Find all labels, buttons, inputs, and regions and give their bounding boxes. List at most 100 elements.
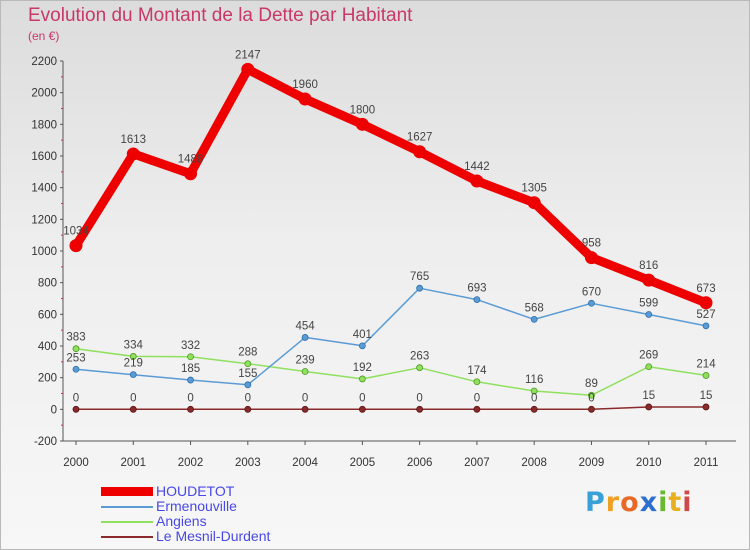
data-label-angiens: 192 bbox=[353, 362, 372, 374]
point-ermenouville bbox=[72, 365, 80, 373]
point-le-mesnil-durdent bbox=[187, 405, 194, 413]
data-label-houdetot: 673 bbox=[696, 283, 715, 295]
data-label-le-mesnil-durdent: 15 bbox=[642, 390, 655, 402]
x-tick-label: 2005 bbox=[350, 457, 376, 469]
logo-letter: t bbox=[668, 487, 683, 518]
data-label-houdetot: 1960 bbox=[292, 79, 318, 91]
data-label-angiens: 383 bbox=[66, 332, 85, 344]
data-label-le-mesnil-durdent: 0 bbox=[302, 392, 308, 404]
chart-subtitle: (en €) bbox=[28, 29, 60, 43]
data-label-le-mesnil-durdent: 0 bbox=[531, 392, 537, 404]
data-label-houdetot: 2147 bbox=[235, 49, 261, 61]
y-tick-label: 800 bbox=[38, 278, 57, 290]
data-label-le-mesnil-durdent: 0 bbox=[474, 392, 480, 404]
y-tick-label: 2200 bbox=[31, 56, 57, 68]
point-houdetot bbox=[298, 92, 312, 106]
point-houdetot bbox=[355, 117, 369, 131]
legend-item-le-mesnil-durdent: Le Mesnil-Durdent bbox=[101, 528, 361, 544]
point-le-mesnil-durdent bbox=[358, 405, 366, 413]
y-tick-label: 200 bbox=[38, 373, 57, 385]
proxiti-logo: Proxiti bbox=[585, 487, 693, 518]
data-label-ermenouville: 219 bbox=[124, 358, 143, 370]
series-layer bbox=[69, 62, 713, 413]
data-label-le-mesnil-durdent: 0 bbox=[588, 392, 594, 404]
data-label-le-mesnil-durdent: 0 bbox=[245, 392, 251, 404]
point-houdetot bbox=[69, 239, 83, 253]
point-houdetot bbox=[413, 145, 427, 159]
point-ermenouville bbox=[129, 371, 137, 379]
point-ermenouville bbox=[530, 315, 538, 323]
data-label-angiens: 334 bbox=[124, 339, 144, 351]
point-le-mesnil-durdent bbox=[416, 405, 424, 413]
data-label-houdetot: 816 bbox=[639, 260, 658, 272]
x-tick-label: 2007 bbox=[464, 457, 490, 469]
y-tick-label: -200 bbox=[34, 436, 57, 448]
data-label-ermenouville: 693 bbox=[467, 283, 486, 295]
logo-letter: i bbox=[682, 487, 693, 518]
point-ermenouville bbox=[702, 322, 710, 330]
y-tick-label: 400 bbox=[38, 341, 57, 353]
y-tick-label: 600 bbox=[38, 309, 57, 321]
x-tick-label: 2000 bbox=[63, 457, 89, 469]
point-ermenouville bbox=[416, 284, 424, 292]
logo-letter: x bbox=[639, 487, 659, 518]
point-angiens bbox=[358, 375, 366, 383]
legend-swatch-le-mesnil-durdent bbox=[101, 536, 153, 538]
x-tick-label: 2003 bbox=[235, 457, 261, 469]
x-tick-label: 2001 bbox=[120, 457, 146, 469]
logo-letter: o bbox=[620, 487, 640, 518]
data-label-le-mesnil-durdent: 0 bbox=[187, 392, 193, 404]
point-angiens bbox=[530, 387, 538, 395]
point-angiens bbox=[416, 364, 424, 372]
point-angiens bbox=[473, 378, 481, 386]
data-label-angiens: 174 bbox=[467, 365, 487, 377]
series-line-angiens bbox=[75, 347, 707, 396]
x-tick-label: 2002 bbox=[178, 457, 204, 469]
point-ermenouville bbox=[473, 296, 481, 304]
data-label-houdetot: 958 bbox=[582, 238, 601, 250]
data-label-angiens: 263 bbox=[410, 351, 429, 363]
y-tick-label: 2000 bbox=[31, 88, 57, 100]
point-angiens bbox=[702, 372, 710, 379]
data-label-ermenouville: 599 bbox=[639, 297, 658, 309]
point-le-mesnil-durdent bbox=[588, 405, 595, 413]
data-label-ermenouville: 253 bbox=[66, 352, 85, 364]
y-tick-label: 1800 bbox=[31, 119, 57, 131]
data-label-ermenouville: 401 bbox=[353, 329, 372, 341]
data-label-ermenouville: 155 bbox=[238, 368, 257, 380]
point-le-mesnil-durdent bbox=[129, 405, 137, 413]
series-line-ermenouville bbox=[75, 287, 707, 386]
series-line-le-mesnil-durdent bbox=[75, 406, 707, 411]
data-label-angiens: 89 bbox=[585, 378, 598, 390]
point-ermenouville bbox=[301, 334, 309, 341]
x-tick-label: 2004 bbox=[292, 457, 318, 469]
x-tick-label: 2011 bbox=[694, 457, 719, 469]
legend-item-ermenouville: Ermenouville bbox=[101, 498, 361, 514]
y-tick-label: 1000 bbox=[31, 246, 57, 258]
legend-swatch-houdetot bbox=[101, 487, 153, 496]
legend: HOUDETOT Ermenouville Angiens Le Mesnil-… bbox=[101, 483, 361, 544]
y-tick-label: 1200 bbox=[31, 214, 57, 226]
point-le-mesnil-durdent bbox=[244, 405, 252, 413]
point-angiens bbox=[129, 353, 137, 360]
point-angiens bbox=[645, 363, 653, 371]
y-tick-label: 1600 bbox=[31, 151, 57, 163]
y-tick-label: 1400 bbox=[31, 183, 57, 195]
data-label-le-mesnil-durdent: 0 bbox=[130, 392, 136, 404]
legend-label-angiens: Angiens bbox=[156, 513, 207, 529]
legend-item-houdetot: HOUDETOT bbox=[101, 483, 361, 499]
point-houdetot bbox=[642, 273, 656, 287]
data-label-angiens: 239 bbox=[295, 354, 314, 366]
logo-letter: i bbox=[658, 487, 669, 518]
point-le-mesnil-durdent bbox=[473, 405, 481, 413]
point-angiens bbox=[72, 345, 80, 353]
data-label-ermenouville: 568 bbox=[525, 302, 544, 314]
data-label-houdetot: 1488 bbox=[178, 154, 204, 166]
point-ermenouville bbox=[187, 376, 194, 384]
data-label-houdetot: 1034 bbox=[63, 226, 89, 238]
data-label-le-mesnil-durdent: 0 bbox=[416, 392, 422, 404]
data-label-ermenouville: 527 bbox=[696, 309, 715, 321]
data-label-houdetot: 1442 bbox=[464, 161, 490, 173]
